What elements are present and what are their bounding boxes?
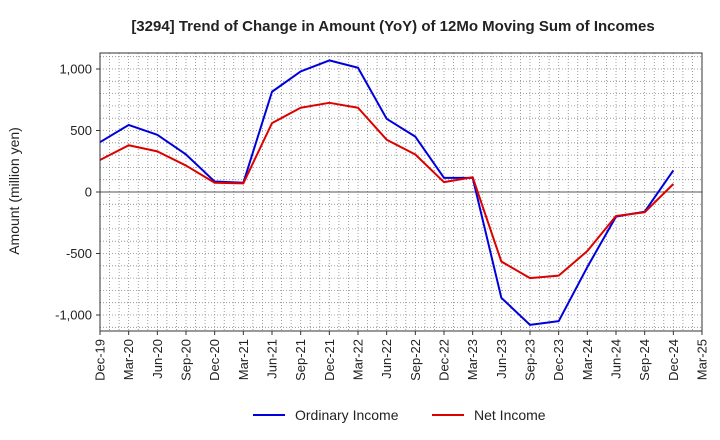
x-tick-label: Dec-24 [666,339,681,381]
y-tick-label: 0 [85,185,92,200]
y-axis-label: Amount (million yen) [6,127,22,255]
chart-title: [3294] Trend of Change in Amount (YoY) o… [131,18,654,35]
x-tick-label: Jun-21 [265,339,280,379]
plot-grid [99,53,703,331]
y-tick-label: 1,000 [59,61,92,76]
x-tick-label: Sep-20 [179,339,194,381]
x-tick-label: Sep-24 [637,339,652,381]
x-axis-ticks: Dec-19 Mar-20 Jun-20 Sep-20 Dec-20 Mar-21 Jun-… [93,331,710,381]
x-tick-label: Dec-19 [93,339,108,381]
legend-label-net-income: Net Income [474,407,546,423]
x-tick-label: Mar-24 [580,339,595,380]
x-tick-label: Dec-23 [551,339,566,381]
x-tick-label: Sep-21 [293,339,308,381]
x-tick-label: Dec-21 [322,339,337,381]
x-tick-label: Jun-23 [494,339,509,379]
x-tick-label: Jun-20 [150,339,165,379]
legend-label-ordinary-income: Ordinary Income [295,407,399,423]
x-tick-label: Dec-20 [207,339,222,381]
x-tick-label: Mar-25 [695,339,710,380]
x-tick-label: Dec-22 [437,339,452,381]
x-tick-label: Jun-22 [379,339,394,379]
y-axis-ticks: -1,000 -500 0 500 1,000 [55,61,100,323]
y-tick-label: 500 [70,123,92,138]
x-tick-label: Jun-24 [609,339,624,379]
series-line-ordinary-income [99,59,675,326]
plot-series [99,59,675,326]
x-tick-label: Mar-20 [121,339,136,380]
series-line-net-income [99,101,675,280]
x-tick-label: Mar-23 [465,339,480,380]
x-tick-label: Sep-23 [523,339,538,381]
y-tick-label: -500 [66,246,92,261]
y-tick-label: -1,000 [55,308,92,323]
x-tick-label: Sep-22 [408,339,423,381]
legend: Ordinary Income Net Income [253,407,546,423]
x-tick-label: Mar-21 [236,339,251,380]
x-tick-label: Mar-22 [351,339,366,380]
